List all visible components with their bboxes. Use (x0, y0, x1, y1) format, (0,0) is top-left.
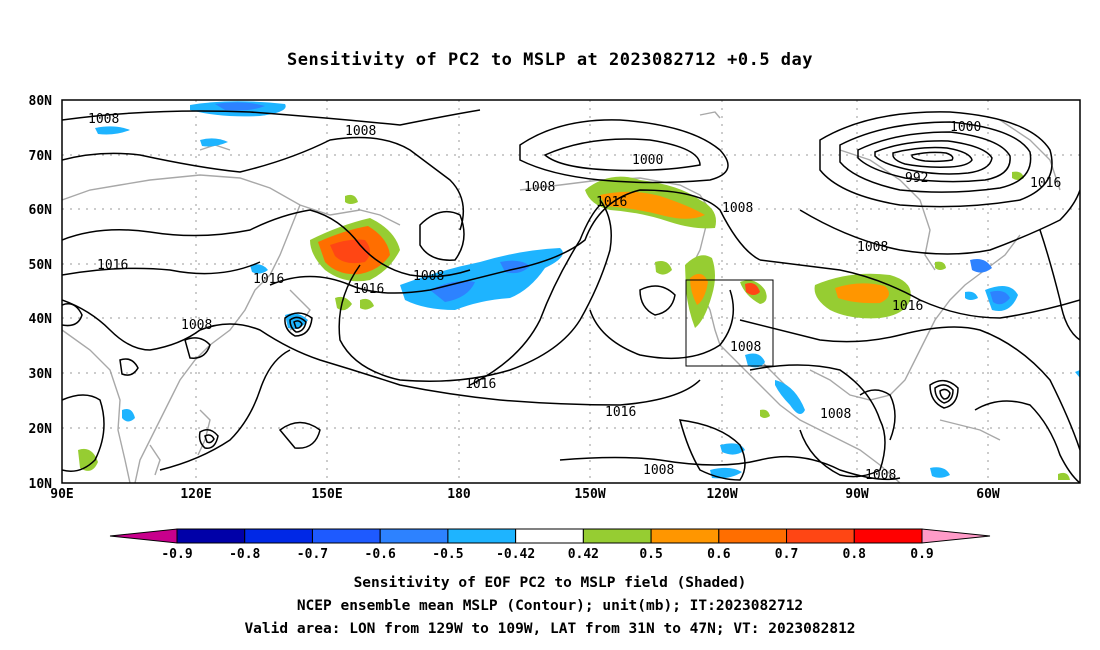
colorbar-tick-label: 0.6 (707, 547, 731, 562)
map-frame (61, 99, 1081, 484)
colorbar-tick-label: -0.7 (297, 547, 328, 562)
lat-lon-grid (62, 100, 1080, 483)
colorbar-cell (582, 528, 652, 544)
contour-label: 1016 (596, 195, 627, 210)
map-background (62, 100, 1080, 483)
lat-label: 70N (29, 149, 53, 164)
contour-label: 1008 (345, 124, 376, 139)
contour-label: 1008 (524, 180, 555, 195)
contour-label: 1016 (892, 299, 923, 314)
plot-title: Sensitivity of PC2 to MSLP at 2023082712… (286, 50, 813, 70)
contour-label: 1016 (605, 405, 636, 420)
colorbar-low-end (109, 528, 178, 544)
longitude-labels: 90E 120E 150E 180 150W 120W 90W 60W (50, 487, 1000, 502)
lon-label: 150E (311, 487, 342, 502)
lat-label: 50N (29, 258, 53, 273)
caption-line-3: Valid area: LON from 129W to 109W, LAT f… (244, 621, 856, 637)
caption-line-1: Sensitivity of EOF PC2 to MSLP field (Sh… (353, 575, 747, 591)
mslp-contours (62, 109, 1080, 483)
colorbar-tick-label: -0.8 (229, 547, 260, 562)
colorbar-cell (786, 528, 855, 544)
contour-label: 1008 (181, 318, 212, 333)
contour-label: 1016 (353, 282, 384, 297)
colorbar-tick-label: 0.7 (775, 547, 798, 562)
lat-label: 30N (29, 367, 53, 382)
lon-label: 180 (447, 487, 471, 502)
contour-label: 1008 (722, 201, 753, 216)
colorbar-tick-label: -0.6 (365, 547, 396, 562)
contour-label: 1016 (97, 258, 128, 273)
colorbar-cell (515, 528, 584, 544)
contour-label: 1008 (865, 468, 896, 483)
colorbar-cell (447, 528, 517, 544)
lat-label: 80N (29, 94, 53, 109)
contour-label: 1008 (413, 269, 444, 284)
contour-label: 1016 (465, 377, 496, 392)
contour-label: 1016 (1030, 176, 1061, 191)
contour-labels: 1008 1008 1000 1000 992 1016 1008 1016 1… (88, 112, 1061, 483)
contour-label: 1000 (632, 153, 663, 168)
lon-label: 120E (180, 487, 211, 502)
contour-label: 992 (905, 171, 928, 186)
caption-line-2: NCEP ensemble mean MSLP (Contour); unit(… (296, 598, 804, 614)
valid-area-box (685, 279, 774, 367)
contour-label: 1008 (820, 407, 851, 422)
sensitivity-shading (78, 101, 1080, 480)
colorbar-tick-label: -0.42 (496, 547, 535, 562)
colorbar-tick-label: 0.8 (843, 547, 867, 562)
lon-label: 90W (845, 487, 869, 502)
lon-label: 150W (574, 487, 605, 502)
colorbar-cell (176, 528, 246, 544)
colorbar-cell (853, 528, 923, 544)
lon-label: 90E (50, 487, 73, 502)
contour-label: 1016 (253, 272, 284, 287)
colorbar-tick-label: 0.42 (568, 547, 599, 562)
lon-label: 60W (976, 487, 1000, 502)
latitude-labels: 80N 70N 60N 50N 40N 30N 20N 10N (29, 94, 53, 492)
colorbar-cell (311, 528, 381, 544)
colorbar: -0.9 -0.8 -0.7 -0.6 -0.5 -0.42 0.42 0.5 0.6 0.7 0.… (109, 528, 991, 562)
contour-label: 1008 (88, 112, 119, 127)
lat-label: 60N (29, 203, 53, 218)
colorbar-tick-label: -0.5 (432, 547, 463, 562)
contour-label: 1008 (643, 463, 674, 478)
colorbar-tick-label: 0.9 (910, 547, 933, 562)
lat-label: 20N (29, 422, 53, 437)
colorbar-high-end (921, 528, 991, 544)
colorbar-cell (718, 528, 788, 544)
colorbar-cell (650, 528, 720, 544)
colorbar-cell (244, 528, 313, 544)
lon-label: 120W (706, 487, 737, 502)
contour-label: 1000 (950, 120, 981, 135)
lat-label: 10N (29, 477, 53, 492)
colorbar-tick-label: -0.9 (161, 547, 192, 562)
contour-label: 1008 (857, 240, 888, 255)
contour-label: 1008 (730, 340, 761, 355)
colorbar-tick-label: 0.5 (639, 547, 662, 562)
colorbar-cell (379, 528, 449, 544)
lat-label: 40N (29, 312, 53, 327)
